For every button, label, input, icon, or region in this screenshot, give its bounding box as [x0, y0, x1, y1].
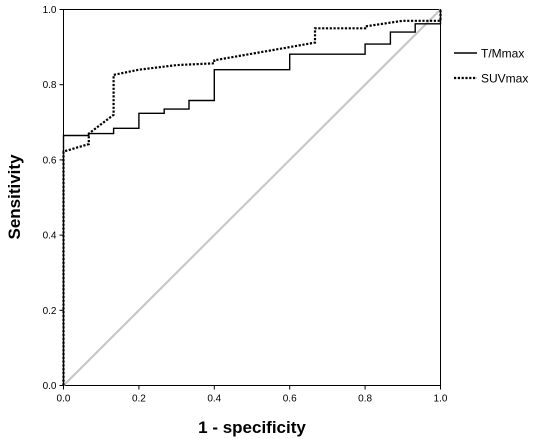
x-tick-label: 0.6 [283, 394, 297, 405]
y-axis-title: Sensitivity [5, 154, 24, 240]
series-line-suvmax [62, 9, 442, 386]
legend-label: T/Mmax [481, 47, 524, 61]
y-tick-label: 1.0 [43, 5, 57, 16]
y-tick-label: 0.4 [43, 231, 57, 242]
legend-label: SUVmax [481, 72, 528, 86]
y-tick-label: 0.2 [43, 306, 57, 317]
x-axis-title: 1 - specificity [198, 418, 306, 437]
reference-diagonal-line [62, 8, 442, 387]
x-tick-label: 0.8 [358, 394, 372, 405]
series-layer [62, 9, 442, 386]
x-tick-label: 0.4 [207, 394, 221, 405]
legend: T/Mmax SUVmax [454, 47, 528, 86]
x-tick-label: 1.0 [434, 394, 448, 405]
y-tick-label: 0.0 [43, 381, 57, 392]
x-tick-label: 0.0 [57, 394, 71, 405]
ticks-layer: 0.0 0.2 0.4 0.6 0.8 1.0 0.0 0.2 0.4 0.6 0.8 1.0 [43, 5, 448, 405]
y-tick-label: 0.8 [43, 80, 57, 91]
y-tick-label: 0.6 [43, 155, 57, 166]
reference-layer [62, 8, 442, 387]
x-tick-label: 0.2 [132, 394, 146, 405]
series-line-t-mmax [62, 9, 442, 386]
